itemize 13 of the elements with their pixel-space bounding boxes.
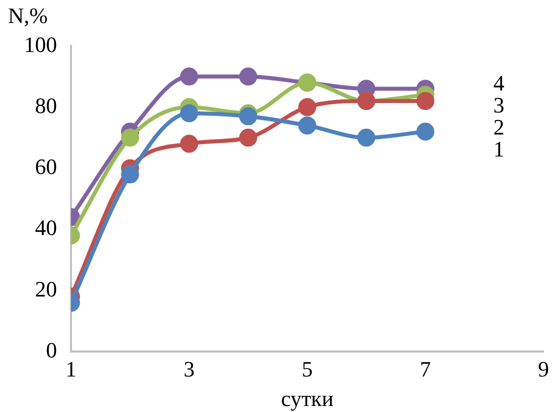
y-tick-label: 0 (46, 337, 57, 362)
y-tick-label: 20 (35, 276, 57, 302)
y-axis-title: N,% (8, 2, 48, 28)
x-tick-label: 7 (420, 356, 431, 382)
x-tick-label: 5 (302, 356, 313, 382)
x-tick-label: 1 (66, 356, 76, 382)
y-tick-label: 40 (35, 215, 57, 240)
y-tick-label: 80 (35, 92, 57, 118)
x-tick-label: 3 (184, 356, 195, 382)
x-tick-label: 9 (538, 356, 549, 382)
x-axis-title: сутки (280, 386, 334, 411)
y-tick-label: 60 (35, 154, 57, 180)
y-tick-label: 100 (24, 32, 57, 57)
